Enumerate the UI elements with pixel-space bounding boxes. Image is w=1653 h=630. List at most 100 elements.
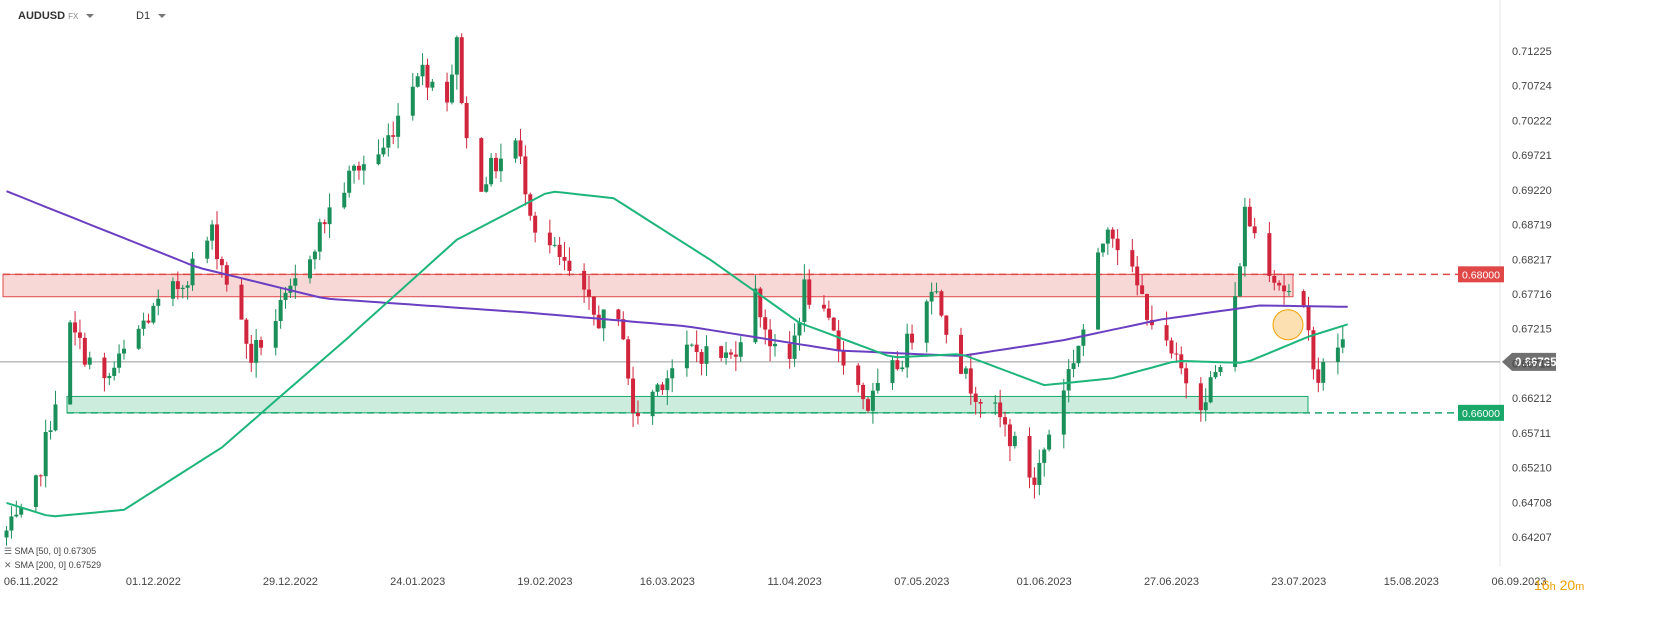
x-tick-label: 27.06.2023 xyxy=(1144,576,1199,588)
candle-body xyxy=(998,402,1003,418)
candle-body xyxy=(494,157,498,172)
candle-body xyxy=(587,289,591,297)
legend-sma50[interactable]: ☰ SMA [50, 0] 0.67305 xyxy=(4,546,96,557)
candle-body xyxy=(254,339,259,363)
candle-body xyxy=(464,103,469,139)
candle-body xyxy=(342,192,347,208)
candle-body xyxy=(684,344,689,369)
timeframe-label: D1 xyxy=(136,10,151,22)
candle-body xyxy=(1321,362,1326,383)
candle-body xyxy=(704,346,709,364)
sma-layer xyxy=(6,190,1349,518)
countdown-minutes-unit: m xyxy=(1575,581,1585,593)
candle-body xyxy=(1115,238,1120,251)
eye-icon[interactable]: ☰ xyxy=(4,546,13,556)
candle-body xyxy=(278,299,283,322)
candle-body xyxy=(352,165,357,171)
candle-body xyxy=(1012,436,1017,447)
chevron-down-icon xyxy=(86,14,95,19)
candle-body xyxy=(77,332,82,338)
y-tick-label: 0.64708 xyxy=(1512,497,1552,509)
candle-body xyxy=(151,305,156,323)
y-tick-label: 0.67716 xyxy=(1512,289,1552,301)
candle-body xyxy=(596,314,601,329)
candle-body xyxy=(1213,371,1218,378)
candle-body xyxy=(787,343,792,359)
candle-body xyxy=(792,335,797,359)
legend-sma50-label: SMA [50, 0] xyxy=(14,546,62,556)
candle-body xyxy=(259,339,264,348)
candle-body xyxy=(900,367,905,370)
candle-body xyxy=(87,357,92,365)
candle-body xyxy=(180,287,185,290)
y-tick-label: 0.66713 xyxy=(1512,358,1552,370)
candle-body xyxy=(219,259,224,266)
x-tick-label: 01.12.2022 xyxy=(126,576,181,588)
candle-body xyxy=(327,207,332,225)
timeframe-selector[interactable]: D1 xyxy=(136,10,167,22)
candle-body xyxy=(283,292,288,300)
candle-body xyxy=(396,115,401,137)
legend-sma200[interactable]: ✕ SMA [200, 0] 0.67529 xyxy=(4,560,101,571)
candle-body xyxy=(758,288,763,318)
candle-body xyxy=(1096,252,1101,330)
countdown-hours: 16 xyxy=(1534,577,1550,593)
candle-body xyxy=(484,184,489,192)
candle-body xyxy=(1238,266,1242,297)
sma200-line xyxy=(6,190,1348,357)
y-tick-label: 0.68217 xyxy=(1512,254,1552,266)
candle-body xyxy=(14,514,19,517)
candle-body xyxy=(1242,206,1247,267)
candle-body xyxy=(802,279,807,322)
y-tick-label: 0.67215 xyxy=(1512,324,1552,336)
candle-body xyxy=(82,337,87,365)
current-price-tag-bg xyxy=(1502,352,1556,371)
candle-body xyxy=(533,215,538,233)
candle-body xyxy=(567,260,572,271)
candle-body xyxy=(689,344,694,346)
candle-body xyxy=(910,333,915,343)
candle-body xyxy=(1218,367,1223,372)
candle-body xyxy=(1135,266,1140,286)
candle-body xyxy=(861,384,866,400)
candle-body xyxy=(523,156,528,195)
close-icon[interactable]: ✕ xyxy=(4,560,12,570)
candle-body xyxy=(1149,319,1154,326)
candle-body xyxy=(1272,275,1277,283)
candle-body xyxy=(562,256,567,261)
candle-body xyxy=(841,349,846,366)
candle-body xyxy=(1233,296,1238,368)
candle-body xyxy=(763,317,768,330)
support-zone xyxy=(66,395,1309,414)
candle-body xyxy=(1076,345,1081,364)
candle-body xyxy=(626,339,631,379)
candle-body xyxy=(141,320,146,329)
candle-body xyxy=(425,64,430,88)
candle-body xyxy=(210,224,215,241)
candle-body xyxy=(1198,383,1203,411)
candle-body xyxy=(1130,250,1135,267)
candle-body xyxy=(929,291,934,302)
y-tick-label: 0.70724 xyxy=(1512,81,1552,93)
candle-body xyxy=(807,279,812,305)
x-tick-label: 23.07.2023 xyxy=(1271,576,1326,588)
candle-body xyxy=(107,375,112,379)
candle-body xyxy=(616,309,621,320)
candle-body xyxy=(43,431,48,477)
candle-body xyxy=(670,368,675,379)
symbol-suffix: FX xyxy=(68,12,79,21)
symbol-selector[interactable]: AUDUSD FX xyxy=(18,10,95,22)
candle-body xyxy=(1003,417,1008,425)
candle-body xyxy=(73,322,78,333)
candle-body xyxy=(312,251,317,260)
candle-body xyxy=(205,240,210,259)
support-price-tag-bg xyxy=(1458,404,1504,421)
candle-countdown: 16h 20m xyxy=(1534,577,1584,593)
candle-body xyxy=(293,278,298,286)
candle-body xyxy=(875,382,880,391)
zones-layer xyxy=(0,273,1500,414)
candle-body xyxy=(117,353,122,368)
chevron-down-icon xyxy=(158,14,167,19)
candle-body xyxy=(449,74,454,103)
